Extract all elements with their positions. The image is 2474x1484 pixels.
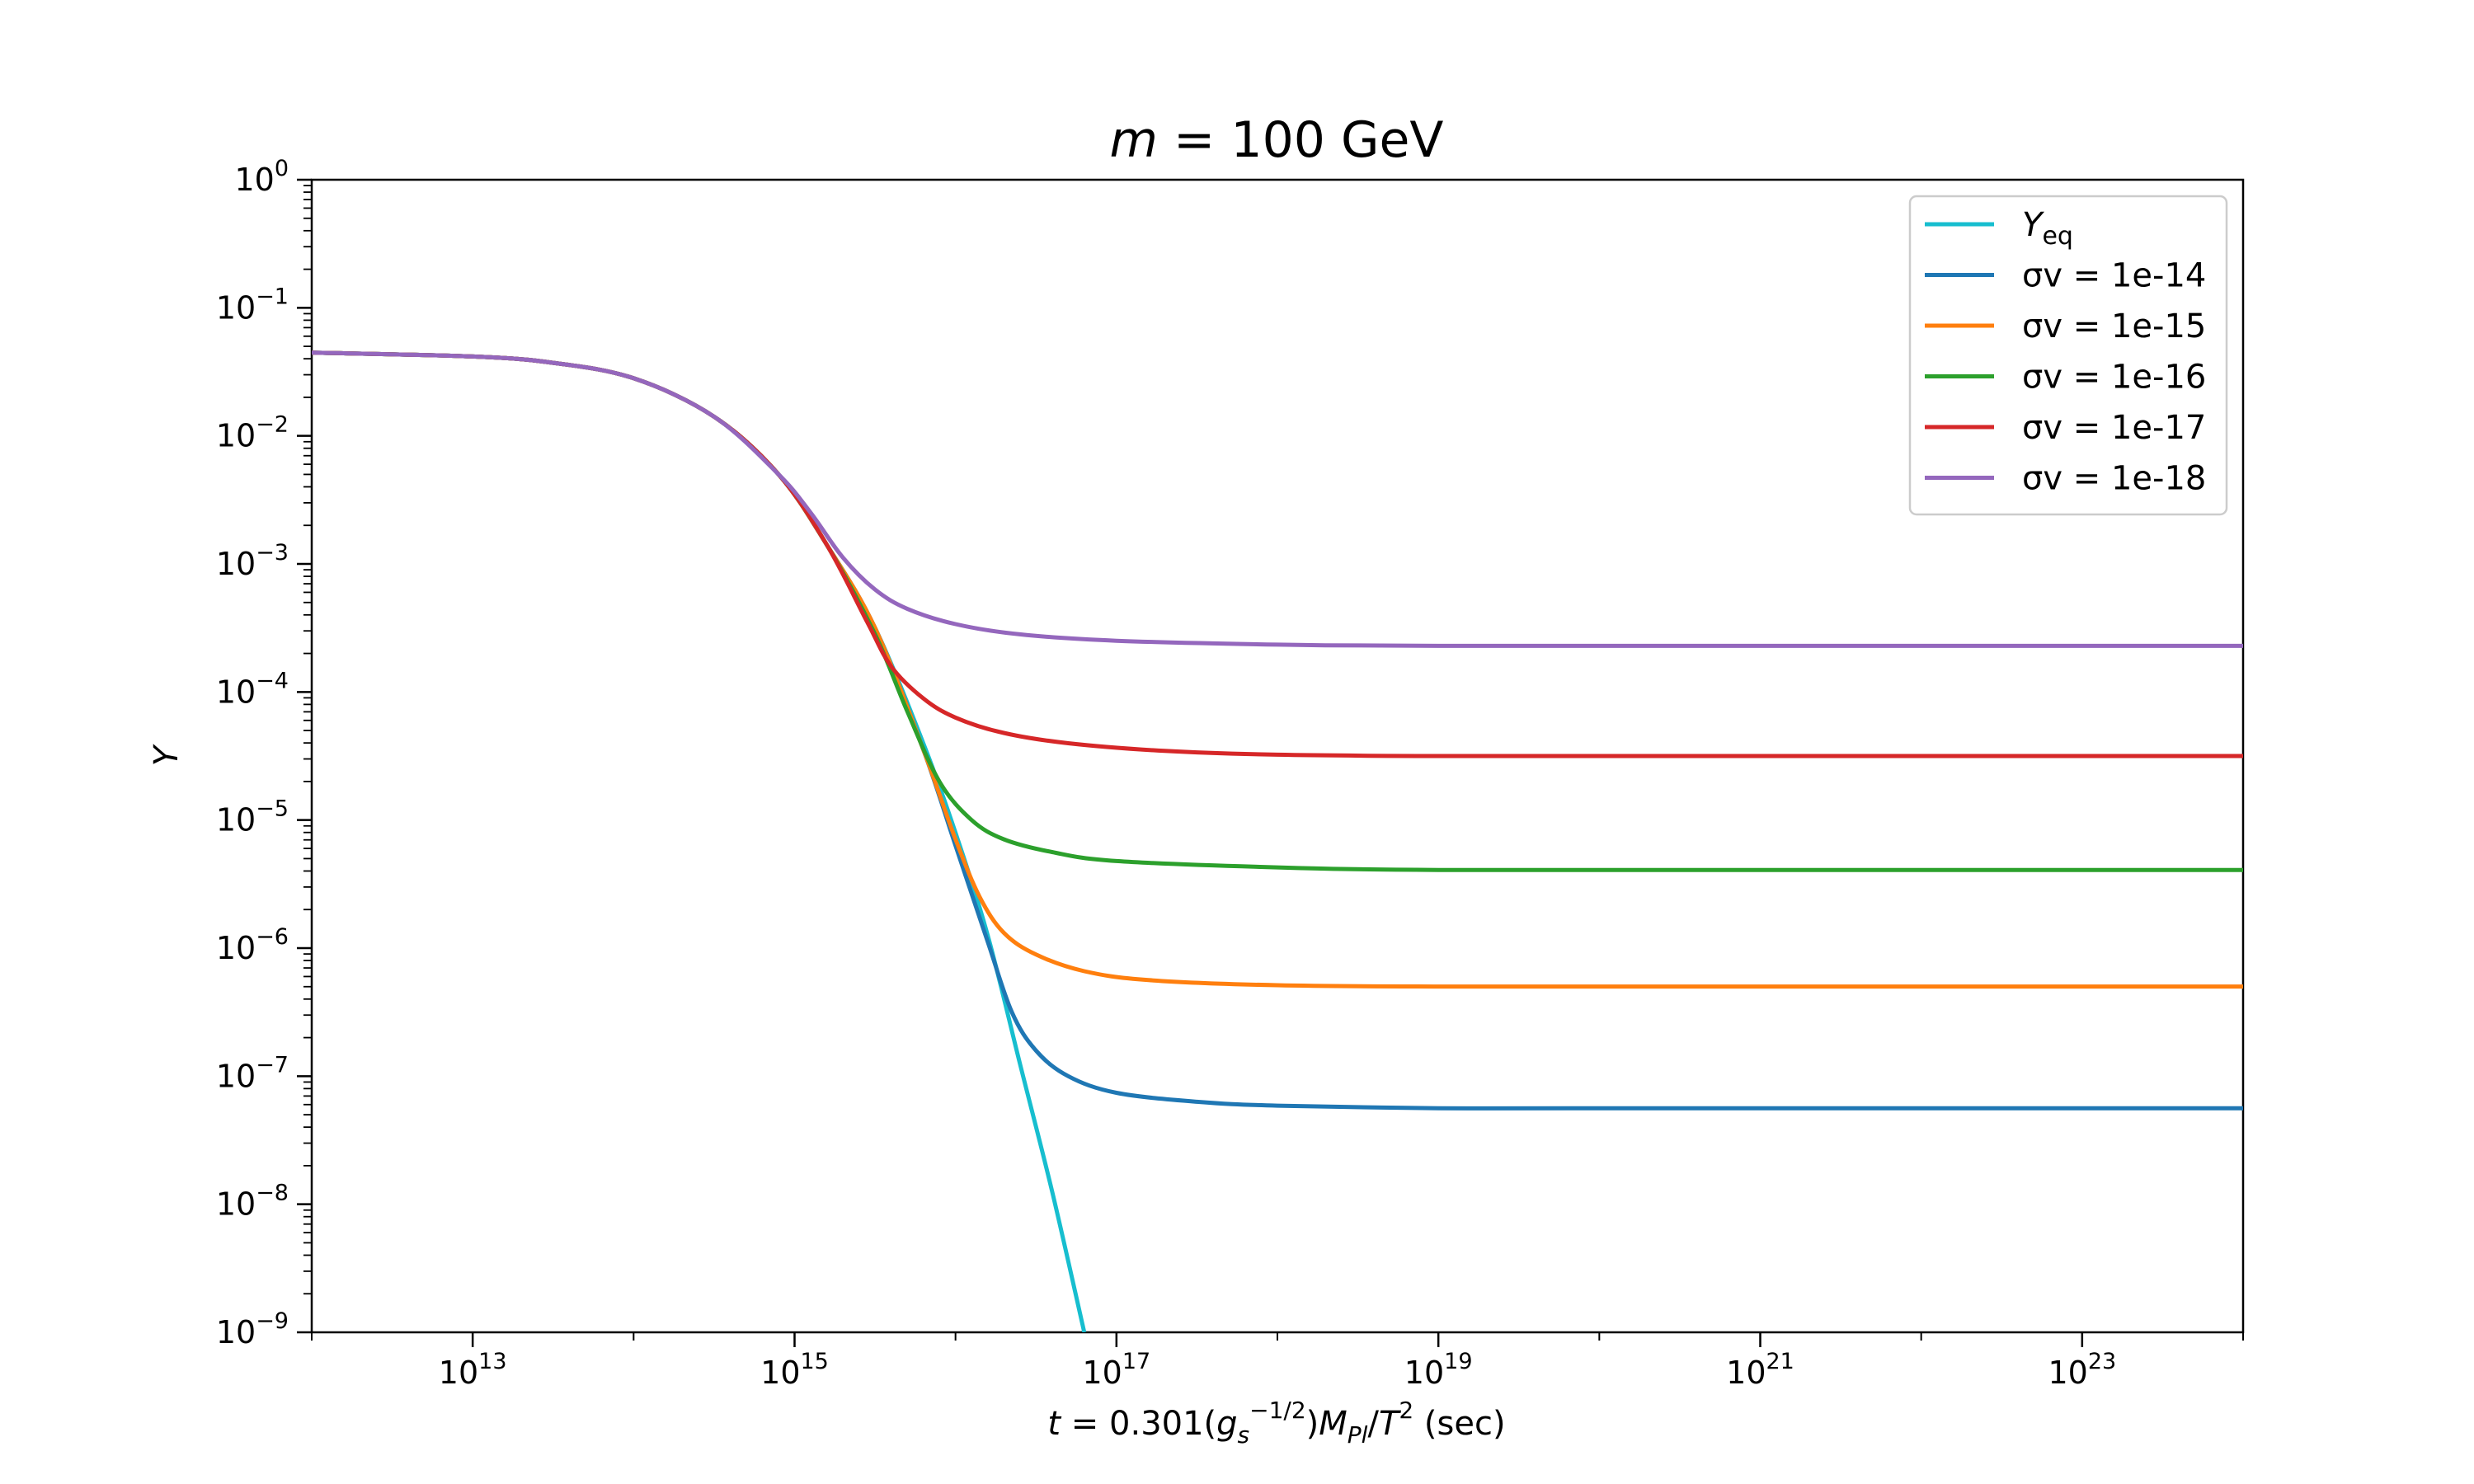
chart-title: m = 100 GeV	[1110, 111, 1444, 169]
legend-label-3: σv = 1e-16	[2022, 359, 2206, 397]
y-axis-title: Y	[148, 743, 186, 766]
y-tick-label: 10−6	[216, 924, 289, 966]
legend: Yeq σv = 1e-14 σv = 1e-15 σv = 1e-16 σv = 1e…	[1908, 195, 2228, 516]
y-tick-label: 100	[234, 156, 289, 198]
legend-label-5: σv = 1e-18	[2022, 460, 2206, 498]
y-tick-label: 10−5	[216, 796, 289, 838]
y-tick-label: 10−4	[216, 668, 289, 710]
x-axis-title: t = 0.301(gs−1/2)MPl/T2 (sec)	[1047, 1397, 1505, 1449]
x-tick-label: 1019	[1404, 1349, 1473, 1391]
x-axis: 1013 1015 1017 1019 1021 1023	[311, 1332, 2244, 1391]
lines-layer	[312, 350, 2243, 1332]
y-tick-label: 10−7	[216, 1052, 289, 1094]
plot-area	[310, 178, 2245, 1334]
legend-label-1: σv = 1e-14	[2022, 257, 2206, 295]
y-tick-label: 10−8	[216, 1181, 289, 1223]
y-tick-label: 10−9	[216, 1308, 289, 1350]
legend-label-4: σv = 1e-17	[2022, 409, 2206, 447]
y-tick-label: 10−1	[216, 284, 289, 326]
y-tick-label: 10−3	[216, 540, 289, 582]
x-tick-label: 1015	[760, 1349, 829, 1391]
x-tick-label: 1021	[1726, 1349, 1794, 1391]
legend-label-2: σv = 1e-15	[2022, 308, 2206, 345]
series-line-0	[312, 350, 1087, 1332]
y-axis: 100 10−1 10−2 10−3 10−4 10−5 10−6 10−7 10−8 10−9	[216, 156, 312, 1350]
series-line-5	[312, 350, 2243, 649]
x-tick-label: 1017	[1082, 1349, 1150, 1391]
y-tick-label: 10−2	[216, 412, 289, 454]
x-tick-label: 1013	[439, 1349, 507, 1391]
x-tick-label: 1023	[2048, 1349, 2116, 1391]
legend-items: Yeq σv = 1e-14 σv = 1e-15 σv = 1e-16 σv = 1e…	[1925, 206, 2206, 498]
legend-label-0: Yeq	[2022, 206, 2073, 251]
